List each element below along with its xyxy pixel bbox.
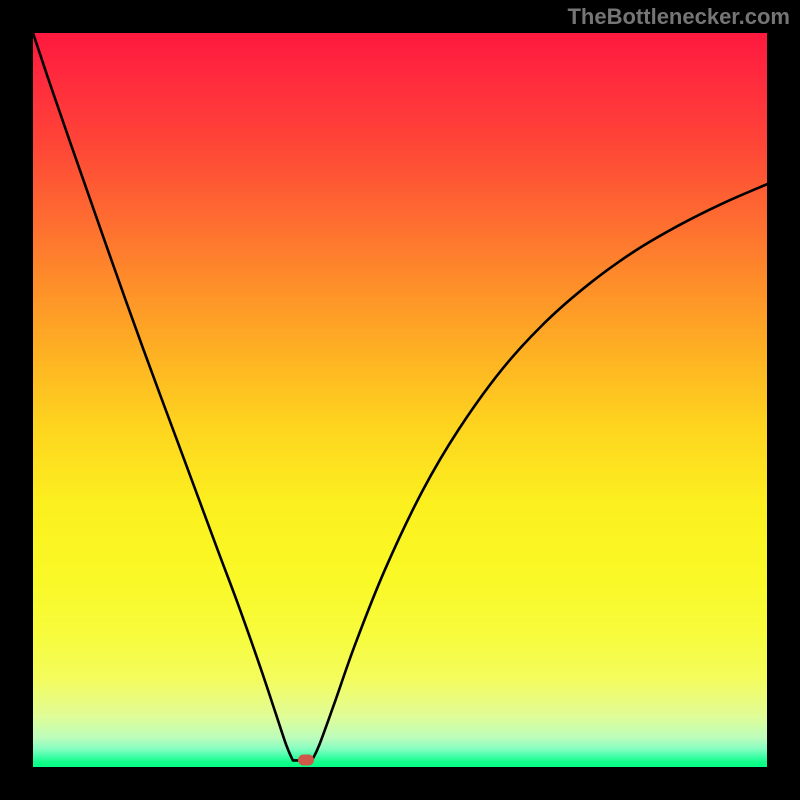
chart-background-gradient <box>33 33 767 767</box>
bottleneck-point-marker <box>298 755 314 766</box>
watermark-text: TheBottlenecker.com <box>567 4 790 30</box>
chart-plot-area <box>33 33 767 767</box>
